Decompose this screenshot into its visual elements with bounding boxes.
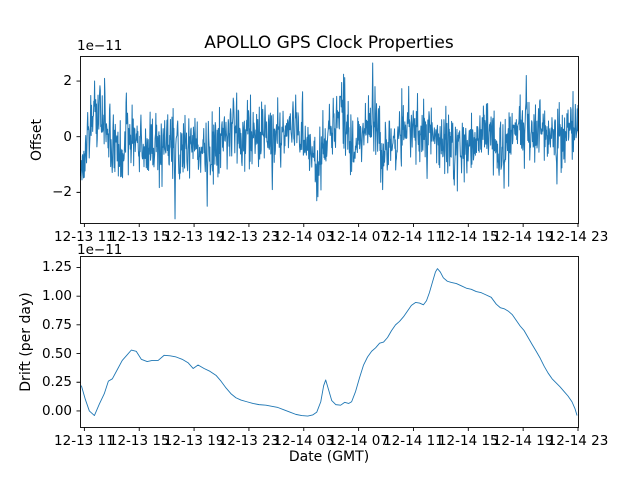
x-tick-label: 12-14 23 xyxy=(547,229,609,245)
x-tick-label: 12-14 23 xyxy=(547,433,609,449)
x-tick-label: 12-13 23 xyxy=(218,433,280,449)
x-tick-label: 12-13 19 xyxy=(163,433,225,449)
offset-axis-scale-label: 1e−11 xyxy=(77,38,123,54)
x-tick-label: 12-13 15 xyxy=(108,433,170,449)
x-axis-label: Date (GMT) xyxy=(288,449,370,465)
figure-title: APOLLO GPS Clock Properties xyxy=(204,33,454,53)
x-tick-label: 12-14 19 xyxy=(492,229,554,245)
x-tick-label: 12-14 11 xyxy=(383,229,444,245)
x-tick-label: 12-13 11 xyxy=(54,433,115,449)
x-tick-label: 12-14 15 xyxy=(437,229,499,245)
x-tick-label: 12-13 15 xyxy=(108,229,170,245)
y-tick-label: 0 xyxy=(63,128,72,145)
y-tick-label: 1.25 xyxy=(41,259,72,276)
x-tick-label: 12-14 07 xyxy=(328,433,389,449)
drift-axis-scale-label: 1e−11 xyxy=(77,242,123,258)
y-tick-label: 0.25 xyxy=(41,374,72,391)
y-tick-label: −2 xyxy=(52,184,72,201)
x-tick-label: 12-13 19 xyxy=(163,229,225,245)
x-tick-label: 12-13 11 xyxy=(54,229,115,245)
y-tick-label: 0.75 xyxy=(41,316,72,333)
y-tick-label: 0.00 xyxy=(41,402,72,419)
x-tick-label: 12-14 03 xyxy=(273,229,335,245)
x-tick-label: 12-14 11 xyxy=(383,433,444,449)
x-tick-label: 12-14 03 xyxy=(273,433,335,449)
x-tick-label: 12-13 23 xyxy=(218,229,280,245)
y-tick-label: 1.00 xyxy=(41,288,72,305)
x-tick-label: 12-14 15 xyxy=(437,433,499,449)
drift-y-axis-label: Drift (per day) xyxy=(18,292,34,392)
x-tick-label: 12-14 07 xyxy=(328,229,389,245)
y-tick-label: 0.50 xyxy=(41,345,72,362)
y-tick-label: 2 xyxy=(63,73,72,90)
x-tick-label: 12-14 19 xyxy=(492,433,554,449)
